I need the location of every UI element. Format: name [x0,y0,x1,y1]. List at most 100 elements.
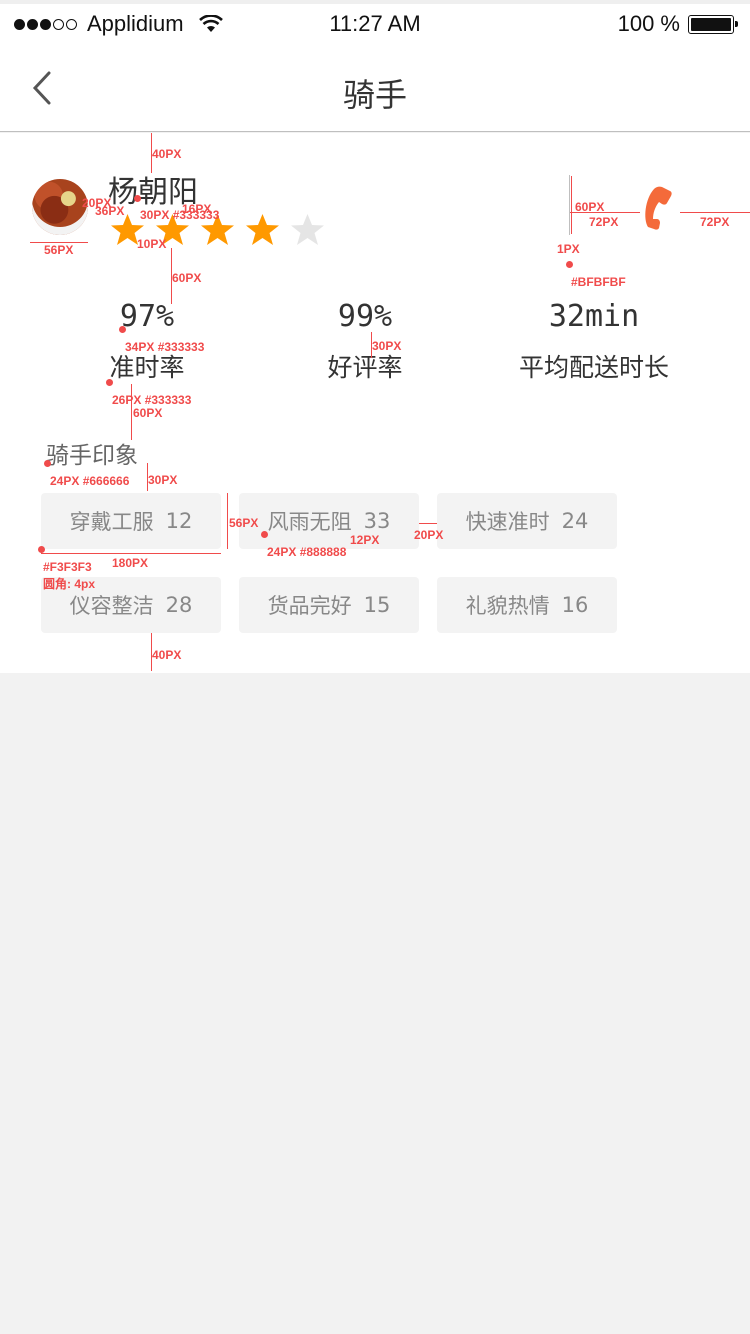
chevron-left-icon [32,71,51,105]
avatar [32,179,88,235]
impression-title: 骑手印象 [46,443,138,469]
impression-tag[interactable]: 快速准时 24 [437,493,617,549]
signal-dot [66,18,77,30]
carrier-name: Applidium [87,11,184,36]
spec-dot [566,261,573,268]
spec-label: 20PX [414,528,444,542]
rider-name: 杨朝阳 [108,175,198,210]
stat-label: 平均配送时长 [518,353,669,382]
status-right: 100 % [617,11,738,37]
spec-label: 40PX [152,648,182,662]
stat-positive-rate: 99% 好评率 [245,299,485,384]
measure-line [147,463,148,491]
tag-count: 28 [165,593,193,617]
measure-line [151,633,152,671]
signal-dot [14,18,25,30]
tag-label: 快速准时 [465,510,550,534]
battery-icon [688,14,738,34]
star-filled-icon [156,214,189,245]
tag-count: 15 [363,593,391,617]
impression-tag[interactable]: 礼貌热情 16 [437,577,617,633]
spec-label: 26PX #333333 [112,393,192,407]
divider [569,175,570,235]
tag-count: 16 [561,593,589,617]
phone-icon [645,186,672,230]
signal-dot [27,18,38,30]
stat-value: 32min [548,299,640,334]
star-filled-icon [201,214,234,245]
measure-line [570,212,640,213]
tag-label: 穿戴工服 [69,510,154,534]
spec-label: 56PX [44,243,74,257]
tag-count: 12 [165,509,193,533]
spec-label: 72PX [700,215,730,229]
status-left: Applidium [14,11,224,37]
measure-line [371,332,372,358]
spec-label: 34PX #333333 [125,340,205,354]
spec-label: 10PX [137,237,167,251]
stat-value: 99% [337,299,393,334]
spec-label: 30PX [372,339,402,353]
spec-label: 36PX [95,204,125,218]
star-filled-icon [111,214,144,245]
measure-line [227,493,228,549]
spec-dot [261,531,268,538]
impression-tag[interactable]: 穿戴工服 12 [41,493,221,549]
tag-count: 33 [363,509,391,533]
signal-dot [53,18,64,30]
impression-tag[interactable]: 风雨无阻 33 [239,493,419,549]
tag-label: 风雨无阻 [267,510,352,534]
measure-line [680,212,750,213]
battery-percent: 100 % [617,11,680,36]
spec-label: 24PX #888888 [267,545,347,559]
measure-line [131,384,132,440]
page-title: 骑手 [342,76,407,114]
stat-avg-delivery-time: 32min 平均配送时长 [474,299,714,384]
star-empty-icon [291,214,324,245]
spec-label: #BFBFBF [571,275,626,289]
rating-stars [110,213,335,248]
rider-card: 杨朝阳 97% 准时率 99% 好评率 32min 平均配送时长 骑手印象 穿戴… [0,133,750,673]
spec-label: 180PX [112,556,149,570]
spec-label: 20PX [82,196,112,210]
tag-label: 仪容整洁 [69,594,154,618]
stat-value: 97% [119,299,175,334]
measure-line [171,248,172,304]
stat-label: 准时率 [109,353,185,382]
impression-tag[interactable]: 仪容整洁 28 [41,577,221,633]
stat-on-time-rate: 97% 准时率 [27,299,267,384]
measure-line [41,553,221,554]
spec-label: 1PX [557,242,580,256]
spec-label: 圆角: 4px [43,577,96,591]
stat-label: 好评率 [327,353,403,382]
status-bar: Applidium 11:27 AM 100 % [0,0,750,44]
spec-dot [119,326,126,333]
spec-label: 24PX #666666 [50,474,130,488]
spec-label: 12PX [350,533,380,547]
impression-tags: 穿戴工服 12 风雨无阻 33 快速准时 24 仪容整洁 28 货品完好 15 礼貌热情 1… [41,493,641,661]
spec-label: 72PX [589,215,619,229]
spec-label: 30PX [148,473,178,487]
back-button[interactable] [20,64,64,112]
spec-dot [134,195,141,202]
spec-label: 40PX [152,147,182,161]
call-button[interactable] [640,185,680,231]
nav-bar: 骑手 [0,44,750,132]
wifi-icon [198,15,223,32]
measure-line [571,176,572,234]
spec-label: #F3F3F3 [43,560,92,574]
spec-label: 60PX [172,271,202,285]
spec-dot [44,460,51,467]
tag-label: 礼貌热情 [465,594,550,618]
measure-line [419,523,437,524]
signal-strength-icon [14,18,79,30]
spec-label: 60PX [575,200,605,214]
signal-dot [40,18,51,30]
status-time: 11:27 AM [329,11,421,36]
impression-tag[interactable]: 货品完好 15 [239,577,419,633]
tag-label: 货品完好 [267,594,352,618]
spec-label: 60PX [133,406,163,420]
spec-dot [106,379,113,386]
spec-label: 16PX [182,202,212,216]
star-filled-icon [246,214,279,245]
